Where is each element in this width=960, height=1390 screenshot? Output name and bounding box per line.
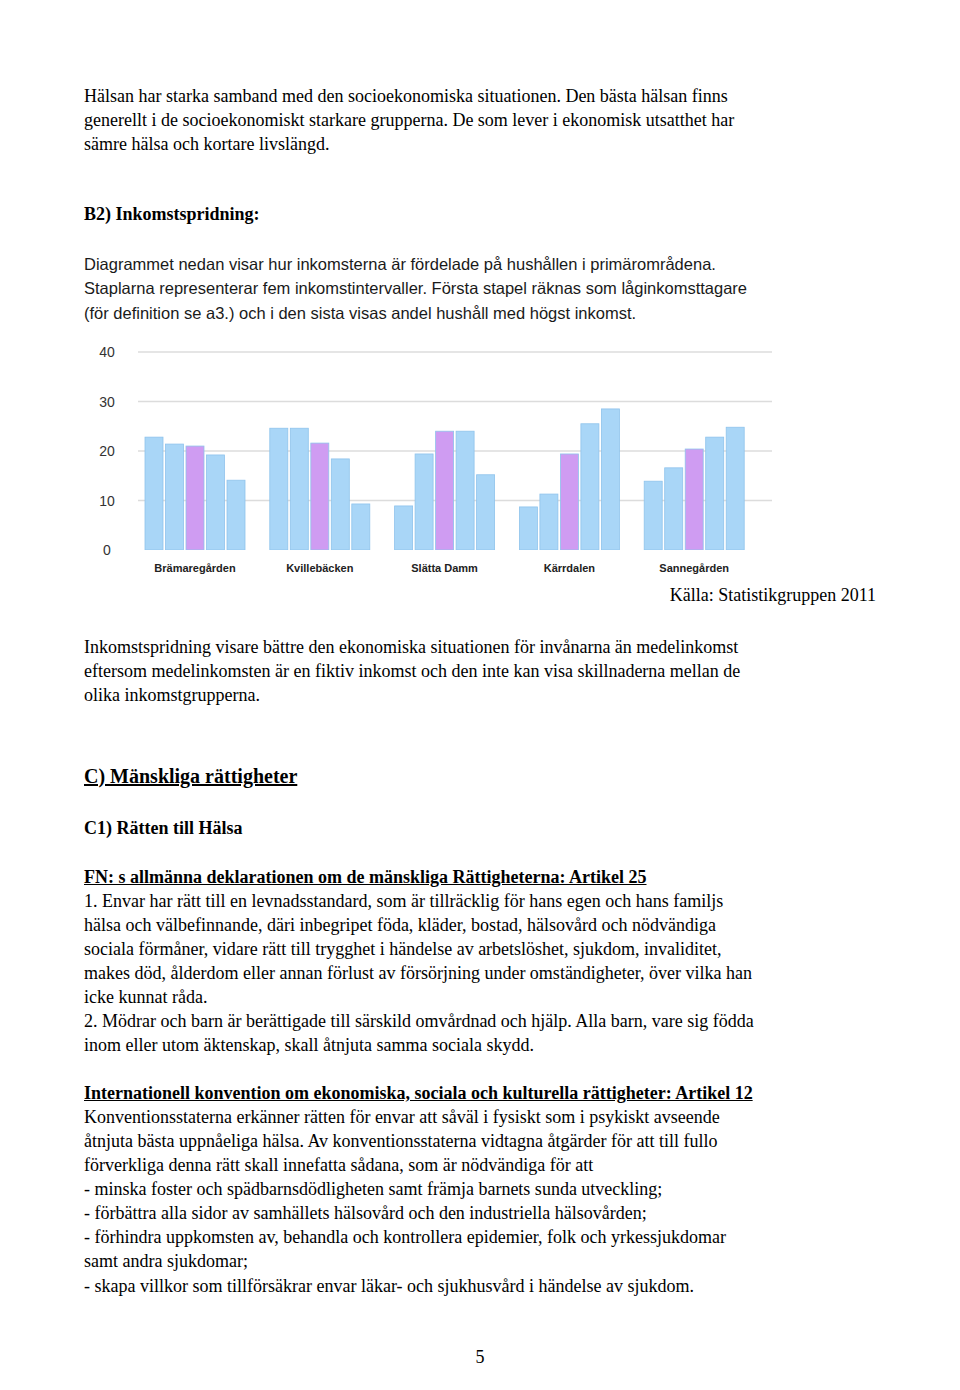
bar [227,480,245,550]
page-number: 5 [0,1347,960,1369]
bar [560,454,578,550]
paragraph-line: Konventionsstaterna erkänner rätten för … [84,1107,720,1129]
y-tick-label: 40 [99,344,115,360]
x-tick-label: Kärrdalen [544,562,596,574]
paragraph-line: hälsa och välbefinnande, däri inbegripet… [84,915,716,937]
paragraph-line: 1. Envar har rätt till en levnadsstandar… [84,891,723,913]
bar [685,449,703,550]
article-heading: FN: s allmänna deklarationen om de mänsk… [84,867,647,889]
bar [311,443,329,550]
paragraph-line: - minska foster och spädbarnsdödligheten… [84,1179,662,1201]
bar [665,468,683,550]
paragraph-line: Hälsan har starka samband med den socioe… [84,86,728,108]
bar [270,428,288,550]
bar [331,459,349,550]
bar [644,481,662,550]
bar [166,444,184,550]
paragraph-line: eftersom medelinkomsten är en fiktiv ink… [84,661,740,683]
grid-line [138,401,772,403]
y-tick-label: 30 [99,394,115,410]
bar [519,507,537,550]
bar [436,431,454,550]
paragraph-line: Staplarna representerar fem inkomstinter… [84,279,747,299]
x-tick-label: Slätta Damm [411,562,478,574]
page: Hälsan har starka samband med den socioe… [0,0,960,1390]
paragraph-line: - förhindra uppkomsten av, behandla och … [84,1227,726,1249]
paragraph-line: inom eller utom äktenskap, skall åtnjuta… [84,1035,534,1057]
paragraph-line: förverkliga denna rätt skall innefatta s… [84,1155,593,1177]
paragraph-line: sämre hälsa och kortare livslängd. [84,134,329,156]
bar [186,446,204,550]
paragraph-line: - skapa villkor som tillförsäkrar envar … [84,1276,694,1298]
bar [477,475,495,550]
grid-line [138,450,772,452]
bar [145,437,163,550]
bar [706,437,724,550]
section-heading: B2) Inkomstspridning: [84,204,260,226]
y-tick-label: 0 [103,542,111,558]
bar [290,428,308,550]
section-heading: C) Mänskliga rättigheter [84,764,297,788]
paragraph-line: Diagrammet nedan visar hur inkomsterna ä… [84,255,716,275]
bar [581,424,599,550]
paragraph-line: makes död, ålderdom eller annan förlust … [84,963,752,985]
paragraph-line: 2. Mödrar och barn är berättigade till s… [84,1011,754,1033]
paragraph-line: Inkomstspridning visare bättre den ekono… [84,637,738,659]
paragraph-line: samt andra sjukdomar; [84,1251,248,1273]
paragraph-line: (för definition se a3.) och i den sista … [84,304,636,324]
grid-line [138,351,772,353]
bar [207,455,225,550]
source-note: Källa: Statistikgruppen 2011 [670,585,876,607]
bar [352,504,370,550]
paragraph-line: - förbättra alla sidor av samhällets häl… [84,1203,647,1225]
x-tick-label: Brämaregården [154,562,236,574]
paragraph-line: generellt i de socioekonomiskt starkare … [84,110,734,132]
paragraph-line: sociala förmåner, vidare rätt till trygg… [84,939,722,961]
subsection-heading: C1) Rätten till Hälsa [84,818,242,840]
paragraph-line: olika inkomstgrupperna. [84,685,260,707]
article-heading: Internationell konvention om ekonomiska,… [84,1083,753,1105]
bar [415,454,433,550]
chart: 0 10 20 30 40 Brämaregården Kvillebäcken Slätta… [0,0,960,1390]
paragraph-line: icke kunnat råda. [84,987,207,1009]
bar [540,494,558,550]
bars [145,409,744,550]
y-tick-label: 20 [99,443,115,459]
bar [456,431,474,550]
bar [726,427,744,550]
x-tick-label: Sannegården [659,562,729,574]
bar [395,506,413,550]
y-tick-label: 10 [99,493,115,509]
x-tick-label: Kvillebäcken [286,562,354,574]
bar [601,409,619,550]
paragraph-line: åtnjuta bästa uppnåeliga hälsa. Av konve… [84,1131,717,1153]
